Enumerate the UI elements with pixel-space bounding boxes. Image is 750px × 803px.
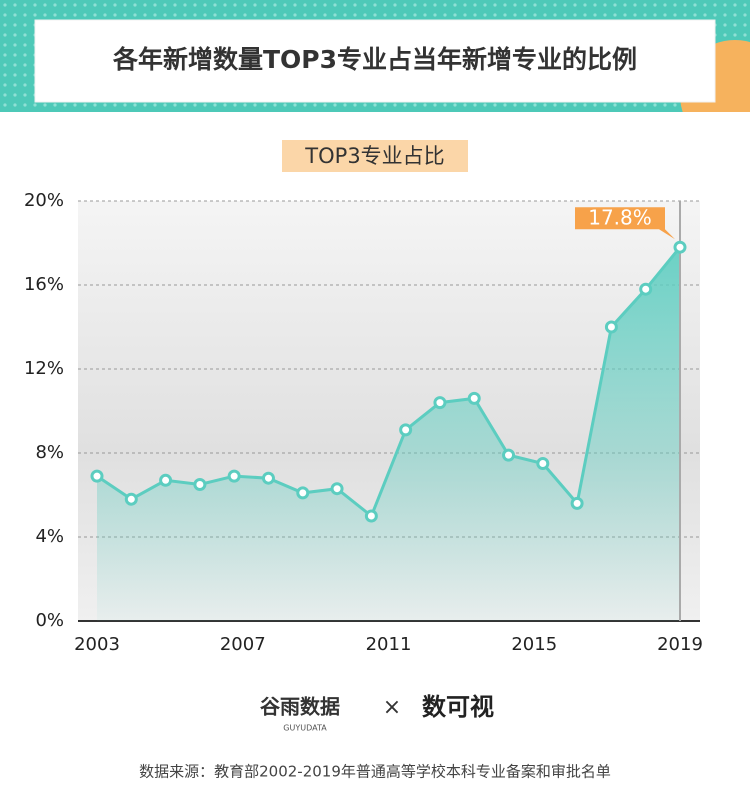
area <box>97 247 680 621</box>
y-tick-label: 20% <box>24 190 64 211</box>
y-tick-label: 16% <box>24 274 64 295</box>
y-tick-label: 4% <box>35 526 64 547</box>
x-tick-label: 2007 <box>220 634 266 655</box>
x-tick-label: 2011 <box>366 634 412 655</box>
point <box>90 469 104 483</box>
point <box>364 509 378 523</box>
title-box <box>34 19 716 103</box>
y-tick-label: 12% <box>24 358 64 379</box>
point <box>570 496 584 510</box>
point <box>124 492 138 506</box>
plot: 0% 4% 8% 12% 16% 20% 2003 2007 2011 2015 2019 17.8% <box>24 190 703 655</box>
logo-sub: GUYUDATA <box>283 724 327 733</box>
point <box>467 391 481 405</box>
point <box>227 469 241 483</box>
point <box>502 448 516 462</box>
logo: 数可视 <box>422 693 494 721</box>
point <box>261 471 275 485</box>
x-tick-label: 2015 <box>511 634 557 655</box>
point <box>159 473 173 487</box>
x-tick-label: 2003 <box>74 634 120 655</box>
point <box>330 482 344 496</box>
source: 数据来源：教育部2002-2019年普通高等学校本科专业备案和审批名单 <box>139 763 611 781</box>
point <box>604 320 618 334</box>
point <box>193 478 207 491</box>
subtitle-highlight <box>282 140 468 172</box>
point <box>399 423 413 437</box>
point <box>296 486 310 500</box>
y-tick-label: 0% <box>35 610 64 631</box>
logo-sep: × <box>383 695 401 720</box>
data-label: 17.8% <box>588 206 652 230</box>
point <box>433 396 447 410</box>
chart-title: 各年新增数量TOP3专业占当年新增专业的比例 <box>112 45 637 74</box>
x-tick-label: 2019 <box>657 634 703 655</box>
point <box>673 240 687 254</box>
point <box>639 282 653 296</box>
chart-subtitle: TOP3专业占比 <box>304 144 444 168</box>
point <box>536 457 550 470</box>
y-tick-label: 8% <box>35 442 64 463</box>
label-box <box>575 207 675 240</box>
logo: 谷雨数据 <box>260 695 340 719</box>
